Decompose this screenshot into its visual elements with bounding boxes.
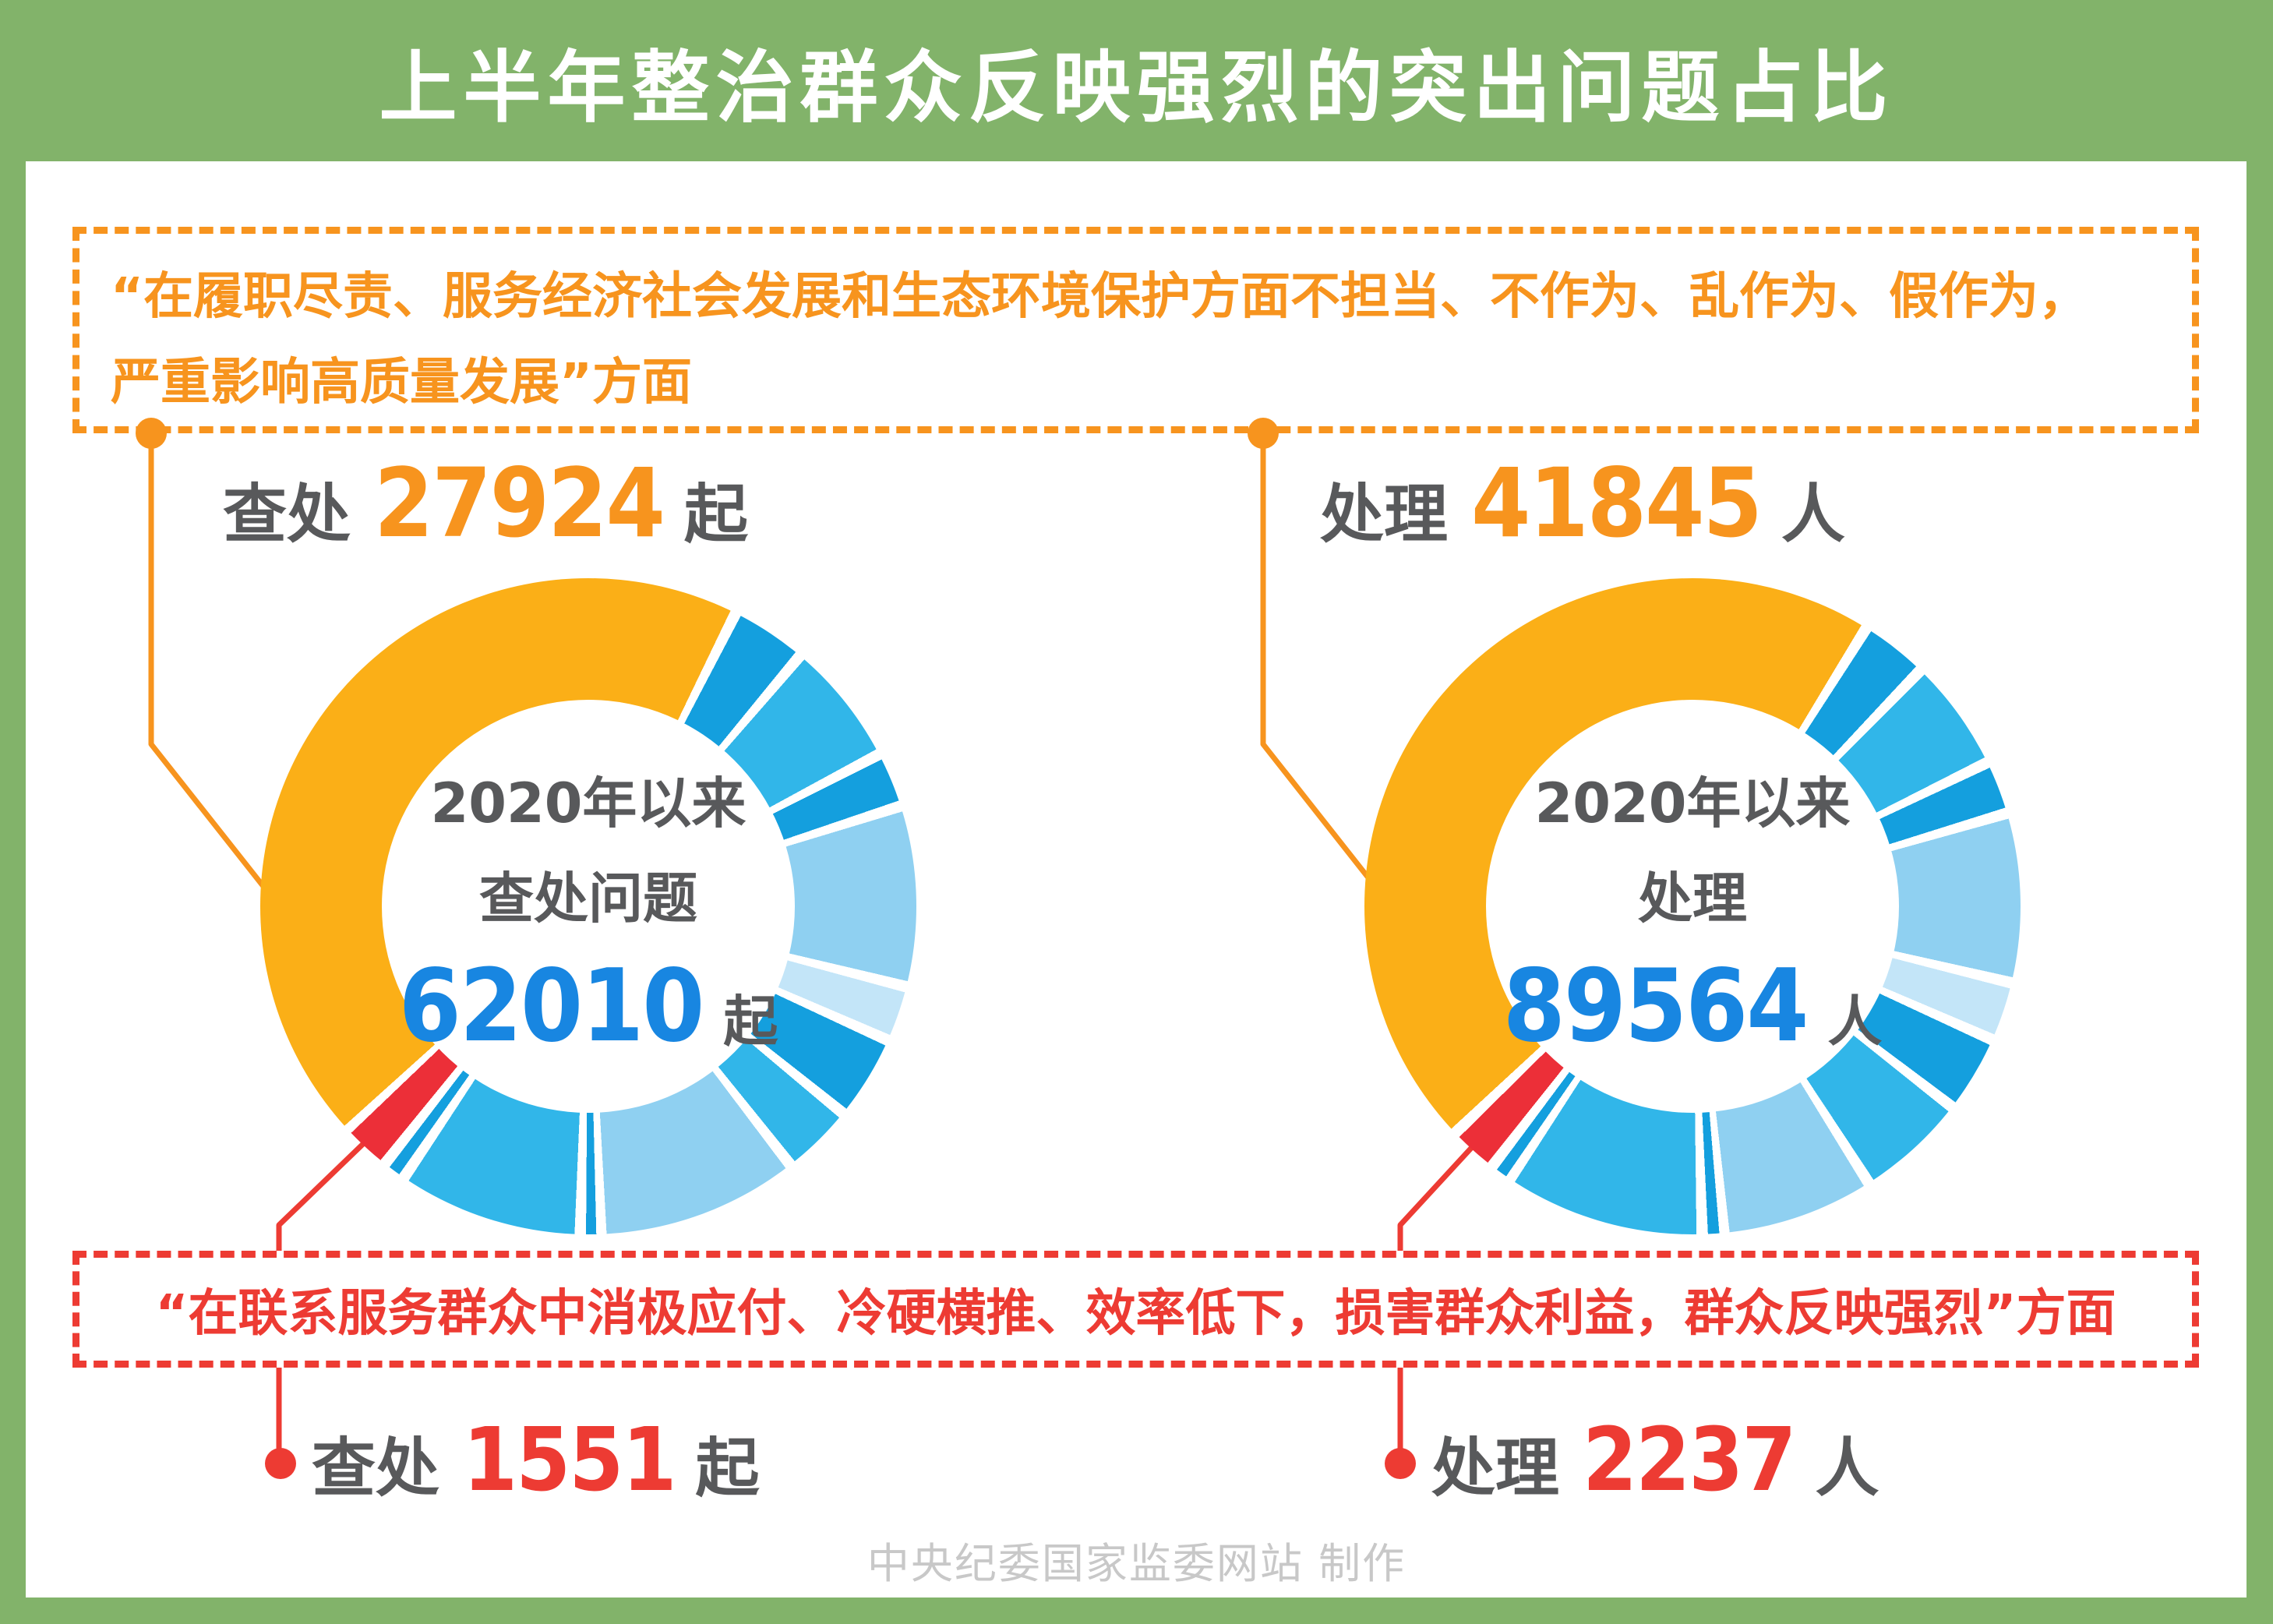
donut-right-center-unit: 人	[1827, 990, 1883, 1054]
stat-top-left-value: 27924	[374, 448, 665, 559]
stat-bottom-right: 处理 2237 人	[1431, 1417, 1879, 1504]
callout-bottom-text: “在联系服务群众中消极应付、冷硬横推、效率低下，损害群众利益，群众反映强烈”方面	[155, 1285, 2116, 1343]
donut-right-center-line1: 2020年以来	[1534, 771, 1851, 835]
donut-right-center-label: 2020年以来 处理 89564 人	[1486, 700, 1899, 1113]
donut-left-center-unit: 起	[723, 990, 778, 1054]
stat-top-right-unit: 人	[1781, 478, 1845, 552]
donut-left-center-value: 62010	[398, 948, 705, 1064]
donut-right-center-line2: 处理	[1638, 867, 1747, 930]
donut-chart-right: 2020年以来 处理 89564 人	[1364, 578, 2021, 1234]
donut-left-center-line1: 2020年以来	[430, 771, 746, 835]
callout-dot-bottom-right	[1385, 1448, 1416, 1479]
callout-dot-bottom-left	[265, 1448, 296, 1479]
callout-top-line2: 严重影响高质量发展”方面	[111, 354, 693, 411]
stat-bottom-left-unit: 起	[695, 1432, 760, 1506]
stat-bottom-right-prefix: 处理	[1431, 1432, 1560, 1506]
connector-top-right	[1260, 433, 1375, 886]
callout-top-line1: “在履职尽责、服务经济社会发展和生态环境保护方面不担当、不作为、乱作为、假作为，	[111, 268, 2089, 326]
stat-bottom-right-unit: 人	[1815, 1432, 1879, 1506]
stat-bottom-left-prefix: 查处	[312, 1432, 440, 1506]
donut-left-center-line2: 查处问题	[479, 867, 697, 930]
stat-bottom-left: 查处 1551 起	[312, 1417, 759, 1504]
page-title: 上半年整治群众反映强烈的突出问题占比	[379, 42, 1894, 133]
credit-line: 中央纪委国家监委网站 制作	[866, 1539, 1407, 1588]
callout-dot-top-right	[1248, 418, 1279, 449]
category-callout-top: “在履职尽责、服务经济社会发展和生态环境保护方面不担当、不作为、乱作为、假作为，…	[72, 227, 2199, 433]
category-callout-bottom: “在联系服务群众中消极应付、冷硬横推、效率低下，损害群众利益，群众反映强烈”方面	[72, 1251, 2199, 1368]
connector-bottom-right	[1397, 1143, 1476, 1451]
donut-right-center-value: 89564	[1502, 948, 1809, 1064]
stat-top-left-unit: 起	[683, 478, 748, 552]
stat-top-right-value: 41845	[1471, 448, 1763, 559]
callout-dot-top-left	[136, 418, 167, 449]
stat-top-right-prefix: 处理	[1320, 478, 1449, 552]
donut-left-center-label: 2020年以来 查处问题 62010 起	[382, 700, 795, 1113]
donut-chart-left: 2020年以来 查处问题 62010 起	[260, 578, 916, 1234]
stat-top-right: 处理 41845 人	[1320, 456, 1845, 551]
stat-bottom-left-value: 1551	[463, 1410, 676, 1511]
stat-top-left: 查处 27924 起	[223, 456, 748, 551]
connector-bottom-left	[276, 1139, 368, 1451]
stat-top-left-prefix: 查处	[223, 478, 351, 552]
connector-top-left	[148, 433, 267, 891]
stat-bottom-right-value: 2237	[1583, 1410, 1796, 1511]
